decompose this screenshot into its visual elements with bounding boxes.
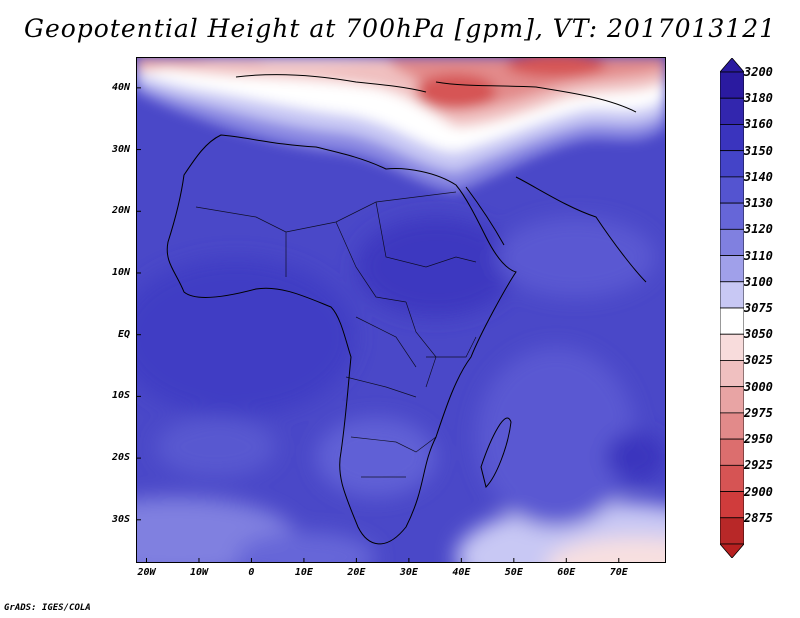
colorbar-swatch xyxy=(720,412,744,440)
lat-ticks xyxy=(136,87,141,521)
lon-label: 10W xyxy=(189,567,208,578)
colorbar-swatch xyxy=(720,281,744,309)
colorbar-label: 2975 xyxy=(744,405,773,420)
lat-label: 20S xyxy=(111,452,130,464)
lon-label: 30E xyxy=(399,567,418,578)
lon-label: 20W xyxy=(137,567,156,578)
colorbar-label: 2950 xyxy=(744,432,773,447)
lon-label: 40E xyxy=(452,567,471,578)
colorbar-swatch xyxy=(720,333,744,361)
lon-label: 50E xyxy=(504,567,523,578)
colorbar-label: 3160 xyxy=(744,117,773,132)
colorbar-label: 3025 xyxy=(744,353,773,368)
colorbar-label: 2925 xyxy=(744,458,773,473)
colorbar-swatch xyxy=(720,176,744,204)
colorbar-label: 2900 xyxy=(744,484,773,499)
colorbar-label: 2875 xyxy=(744,510,773,525)
lon-label: 10E xyxy=(294,567,313,578)
colorbar-swatch xyxy=(720,464,744,492)
colorbar-label: 3075 xyxy=(744,301,773,315)
colorbar xyxy=(720,58,744,558)
colorbar-label: 3000 xyxy=(744,379,773,394)
colorbar-swatch xyxy=(720,491,744,519)
lon-label: 70E xyxy=(609,567,628,578)
colorbar-swatch xyxy=(720,386,744,414)
coastline xyxy=(166,74,647,545)
lat-label: EQ xyxy=(117,328,130,340)
colorbar-label: 3140 xyxy=(744,169,773,184)
colorbar-swatch xyxy=(720,202,744,230)
height-field xyxy=(136,57,666,563)
colorbar-label: 3050 xyxy=(744,327,773,342)
colorbar-swatch xyxy=(720,71,744,99)
chart-title: Geopotential Height at 700hPa [gpm], VT:… xyxy=(23,14,777,43)
lat-label: 10N xyxy=(111,266,130,278)
lat-label: 20N xyxy=(111,205,130,217)
lat-label: 30N xyxy=(111,143,130,155)
colorbar-bottom-arrow xyxy=(720,543,744,558)
lon-label: 20E xyxy=(347,567,366,578)
lon-label: 0 xyxy=(248,567,255,578)
map-panel xyxy=(136,57,666,563)
country-borders xyxy=(195,191,477,478)
colorbar-swatch xyxy=(720,360,744,388)
map-border xyxy=(136,57,666,563)
colorbar-swatch xyxy=(720,228,744,256)
lon-label: 60E xyxy=(557,567,576,578)
colorbar-top-arrow xyxy=(720,58,744,73)
colorbar-swatch xyxy=(720,255,744,283)
colorbar-label: 3100 xyxy=(744,274,773,289)
colorbar-swatch xyxy=(720,307,744,335)
colorbar-swatch xyxy=(720,124,744,152)
colorbar-label: 3120 xyxy=(744,222,773,237)
colorbar-swatch xyxy=(720,97,744,125)
colorbar-swatch xyxy=(720,150,744,178)
colorbar-swatch xyxy=(720,517,744,545)
grads-credit: GrADS: IGES/COLA xyxy=(4,603,91,613)
lat-label: 10S xyxy=(111,390,130,402)
colorbar-swatch xyxy=(720,438,744,466)
lon-ticks xyxy=(145,558,620,563)
colorbar-label: 3180 xyxy=(744,91,773,106)
colorbar-label: 3110 xyxy=(744,248,773,263)
colorbar-label: 3200 xyxy=(744,65,773,79)
colorbar-label: 3130 xyxy=(744,196,773,211)
lat-label: 30S xyxy=(111,513,130,525)
lat-label: 40N xyxy=(111,81,130,93)
colorbar-label: 3150 xyxy=(744,143,773,158)
